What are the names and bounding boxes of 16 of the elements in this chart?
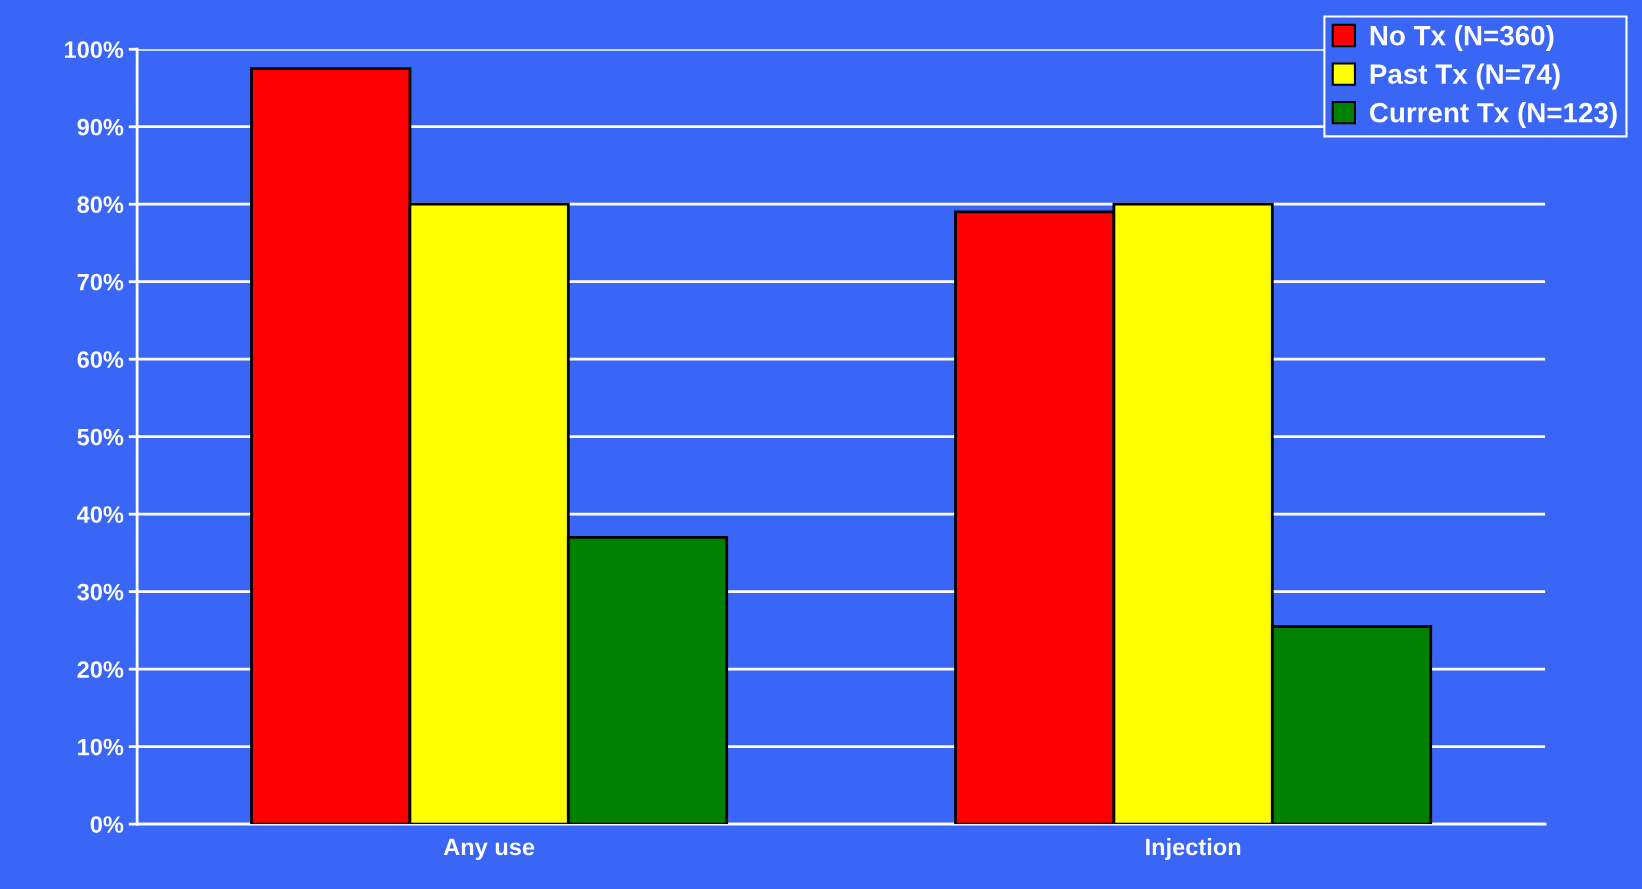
y-tick-label: 90% [77, 118, 124, 136]
x-tick-label: Injection [1146, 837, 1241, 860]
y-tick-label: 100% [65, 41, 124, 59]
legend-label: Past Tx (N=74) [1370, 63, 1560, 90]
y-tick-label: 80% [77, 196, 124, 214]
y-tick-label: 0% [90, 816, 124, 833]
x-tick-label: Any use [443, 838, 535, 860]
legend-label: Current Tx (N=123) [1369, 102, 1617, 129]
y-tick-label: 60% [77, 351, 124, 368]
legend-label: No Tx (N=360) [1370, 25, 1554, 51]
y-tick-label: 50% [77, 428, 124, 446]
y-tick-label: 30% [77, 583, 124, 601]
y-tick-label: 20% [77, 661, 124, 678]
y-tick-label: 70% [77, 273, 124, 291]
y-tick-label: 10% [78, 738, 124, 756]
y-tick-label: 40% [77, 506, 124, 523]
